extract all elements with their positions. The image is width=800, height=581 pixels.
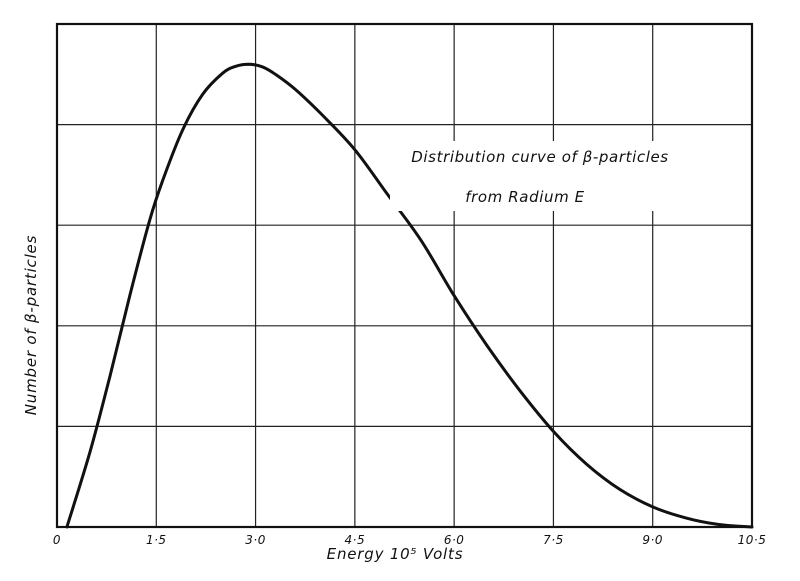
x-tick-label-3: 4·5: [345, 533, 366, 547]
chart-title-line-1: Distribution curve of β-particles: [411, 148, 668, 166]
x-tick-label-0: 0: [53, 533, 61, 547]
x-tick-label-5: 7·5: [543, 533, 564, 547]
plot-frame: [55, 22, 754, 529]
x-tick-labels: 0 1·5 3·0 4·5 6·0 7·5 9·0 10·5: [53, 533, 766, 547]
distribution-curve: [65, 62, 754, 529]
y-axis-label: Number of β-particles: [22, 235, 40, 415]
chart-title-line-2: from Radium E: [465, 188, 584, 206]
x-tick-label-7: 10·5: [738, 533, 767, 547]
x-tick-label-4: 6·0: [444, 533, 465, 547]
grid: [57, 24, 752, 527]
title-backdrop: [390, 141, 690, 211]
x-tick-label-6: 9·0: [642, 533, 663, 547]
x-axis-label: Energy 10⁵ Volts: [327, 545, 464, 563]
x-tick-label-2: 3·0: [245, 533, 266, 547]
x-tick-label-1: 1·5: [146, 533, 167, 547]
